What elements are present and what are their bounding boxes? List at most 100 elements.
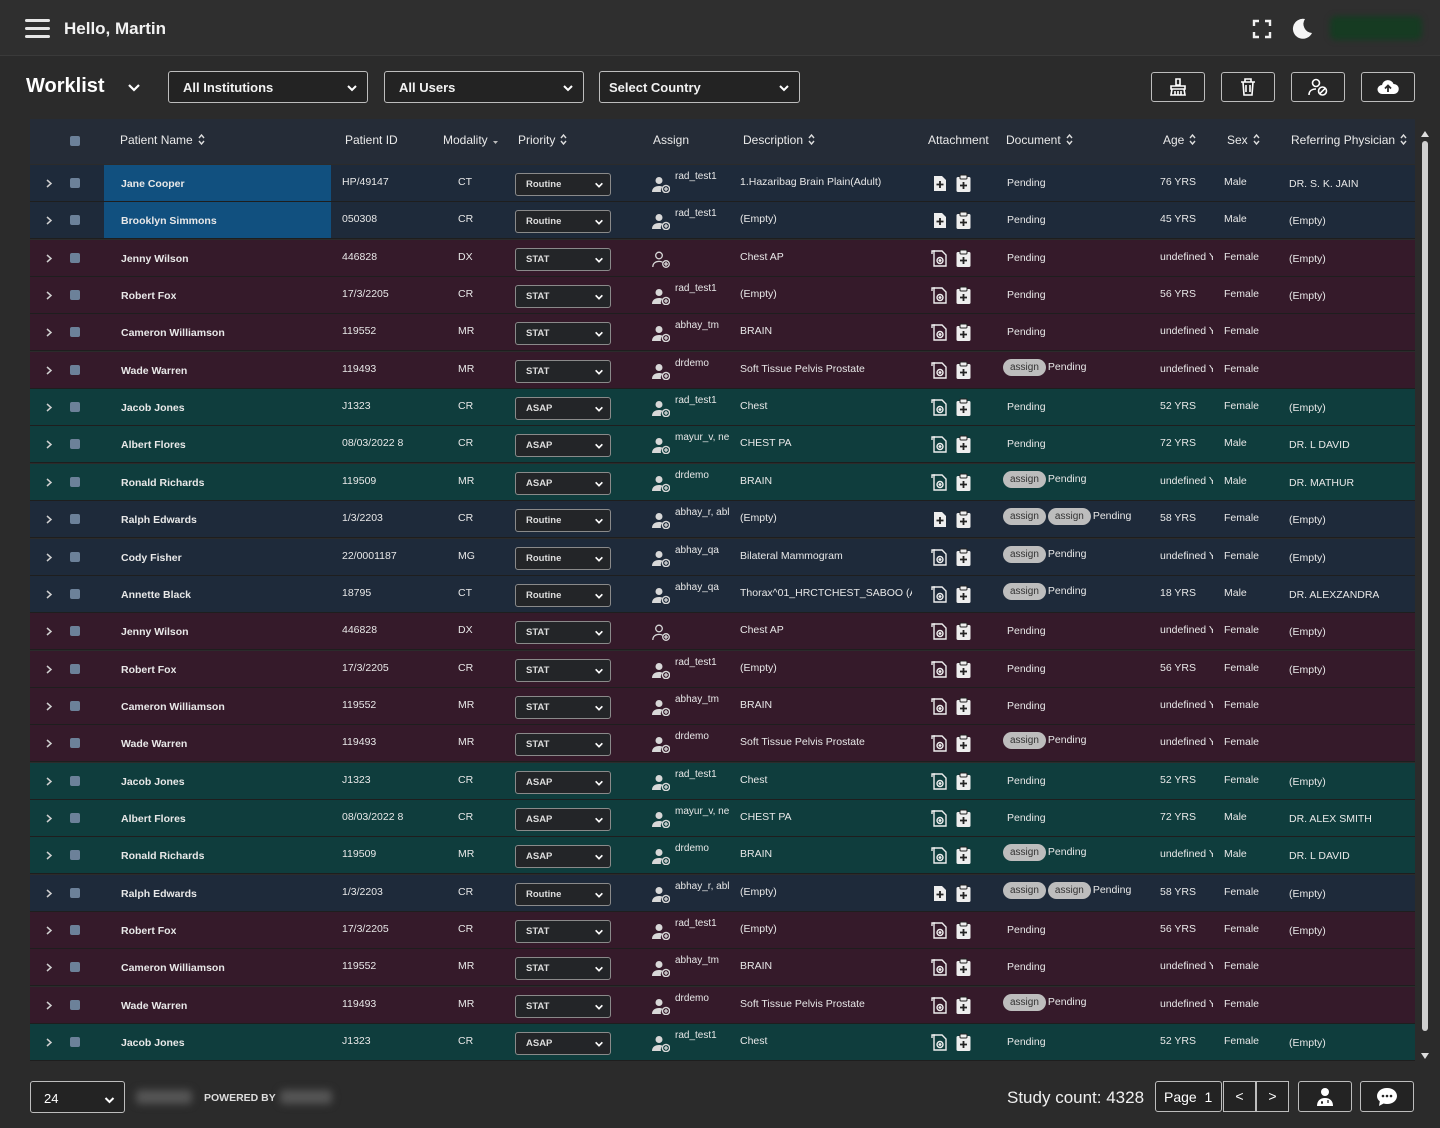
add-image-icon[interactable]: [931, 399, 948, 416]
clipboard-add-icon[interactable]: [955, 398, 972, 417]
clipboard-add-icon[interactable]: [955, 1033, 972, 1052]
expand-row-icon[interactable]: [45, 403, 53, 412]
table-row[interactable]: Cody Fisher 22/0001187 MG Routine abhay_qa Bi…: [30, 538, 1415, 576]
row-checkbox[interactable]: [70, 887, 80, 898]
patient-name[interactable]: Wade Warren: [121, 364, 188, 377]
prev-page-button[interactable]: <: [1223, 1081, 1256, 1112]
expand-row-icon[interactable]: [45, 1001, 53, 1010]
priority-select[interactable]: ASAP: [515, 397, 611, 421]
row-checkbox[interactable]: [70, 626, 80, 637]
col-sex[interactable]: Sex: [1227, 133, 1260, 147]
patient-name[interactable]: Jacob Jones: [121, 402, 185, 415]
add-image-icon[interactable]: [931, 772, 948, 790]
expand-row-icon[interactable]: [45, 515, 53, 524]
expand-row-icon[interactable]: [45, 1038, 53, 1047]
patient-name[interactable]: Cameron Williamson: [121, 962, 225, 975]
add-image-icon[interactable]: [931, 548, 948, 566]
priority-select[interactable]: STAT: [515, 957, 611, 981]
row-checkbox[interactable]: [70, 476, 80, 487]
clipboard-add-icon[interactable]: [955, 772, 972, 791]
expand-row-icon[interactable]: [45, 179, 53, 188]
expand-row-icon[interactable]: [45, 851, 53, 860]
account-button[interactable]: [1330, 16, 1422, 40]
clipboard-add-icon[interactable]: [955, 174, 972, 193]
expand-row-icon[interactable]: [45, 552, 53, 562]
row-checkbox[interactable]: [70, 514, 80, 525]
doctor-button[interactable]: [1298, 1081, 1352, 1112]
table-row[interactable]: Robert Fox 17/3/2205 CR STAT rad_test1 (Empty…: [30, 277, 1415, 315]
fullscreen-icon[interactable]: [1252, 19, 1272, 39]
assign-chip[interactable]: assign: [1003, 358, 1046, 376]
clipboard-add-icon[interactable]: [955, 996, 972, 1015]
row-checkbox[interactable]: [70, 700, 80, 711]
col-assign[interactable]: Assign: [653, 133, 690, 147]
priority-select[interactable]: STAT: [515, 695, 611, 719]
assign-user-icon[interactable]: [652, 587, 671, 605]
col-modality[interactable]: Modality: [443, 133, 498, 147]
add-image-icon[interactable]: [931, 474, 948, 491]
row-checkbox[interactable]: [70, 551, 80, 562]
row-checkbox[interactable]: [70, 999, 80, 1010]
add-file-icon[interactable]: [931, 511, 948, 528]
add-image-icon[interactable]: [931, 996, 948, 1014]
row-checkbox[interactable]: [70, 962, 80, 973]
assign-user-icon[interactable]: [652, 363, 671, 381]
assign-chip[interactable]: assign: [1003, 844, 1046, 862]
table-row[interactable]: Jacob Jones J1323 CR ASAP rad_test1 Chest Pend…: [30, 1024, 1415, 1062]
expand-row-icon[interactable]: [45, 328, 53, 337]
expand-row-icon[interactable]: [45, 889, 53, 898]
assign-chip[interactable]: assign: [1003, 732, 1046, 750]
priority-select[interactable]: STAT: [515, 359, 611, 383]
row-checkbox[interactable]: [70, 439, 80, 450]
clipboard-add-icon[interactable]: [955, 622, 972, 641]
table-row[interactable]: Wade Warren 119493 MR STAT drdemo Soft Tissue…: [30, 725, 1415, 763]
assign-chip[interactable]: assign: [1003, 508, 1046, 526]
add-image-icon[interactable]: [931, 847, 948, 864]
table-row[interactable]: Jacob Jones J1323 CR ASAP rad_test1 Chest Pend…: [30, 389, 1415, 427]
col-patient-id[interactable]: Patient ID: [345, 133, 398, 147]
priority-select[interactable]: Routine: [515, 173, 611, 196]
add-image-icon[interactable]: [931, 959, 948, 977]
table-row[interactable]: Wade Warren 119493 MR STAT drdemo Soft Tissue…: [30, 351, 1415, 389]
priority-select[interactable]: STAT: [515, 658, 611, 682]
add-image-icon[interactable]: [931, 324, 948, 342]
institutions-dropdown[interactable]: All Institutions: [168, 71, 368, 103]
expand-row-icon[interactable]: [45, 664, 53, 674]
add-image-icon[interactable]: [931, 623, 948, 640]
assign-user-icon[interactable]: [652, 176, 671, 194]
add-image-icon[interactable]: [931, 922, 948, 939]
cleanup-button[interactable]: [1151, 72, 1205, 102]
col-attachment[interactable]: Attachment: [928, 133, 989, 147]
expand-row-icon[interactable]: [45, 254, 53, 263]
assign-user-icon[interactable]: [652, 662, 671, 679]
table-row[interactable]: Jacob Jones J1323 CR ASAP rad_test1 Chest Pend…: [30, 762, 1415, 800]
assign-user-icon[interactable]: [652, 475, 671, 493]
table-row[interactable]: Cameron Williamson 119552 MR STAT abhay_tm BR…: [30, 687, 1415, 725]
col-description[interactable]: Description: [743, 133, 815, 147]
row-checkbox[interactable]: [70, 290, 80, 301]
patient-name[interactable]: Ralph Edwards: [121, 514, 197, 527]
patient-name[interactable]: Ronald Richards: [121, 476, 205, 489]
patient-name[interactable]: Robert Fox: [121, 663, 177, 676]
assign-user-icon[interactable]: [652, 736, 671, 754]
assign-user-icon[interactable]: [652, 923, 671, 941]
col-patient-name[interactable]: Patient Name: [120, 133, 205, 147]
assign-chip[interactable]: assign: [1003, 993, 1046, 1011]
priority-select[interactable]: STAT: [515, 285, 611, 309]
assign-user-icon[interactable]: [652, 886, 671, 903]
clipboard-add-icon[interactable]: [955, 921, 972, 940]
assign-user-icon[interactable]: [652, 774, 671, 791]
clipboard-add-icon[interactable]: [955, 435, 972, 454]
clipboard-add-icon[interactable]: [955, 884, 972, 903]
patient-name[interactable]: Cameron Williamson: [121, 700, 225, 713]
assign-chip[interactable]: assign: [1003, 470, 1046, 488]
patient-name[interactable]: Jenny Wilson: [121, 626, 189, 639]
add-image-icon[interactable]: [931, 436, 948, 454]
clipboard-add-icon[interactable]: [955, 585, 972, 604]
col-referring-physician[interactable]: Referring Physician: [1291, 133, 1407, 147]
patient-name[interactable]: Jacob Jones: [121, 775, 185, 788]
users-dropdown[interactable]: All Users: [384, 71, 584, 103]
delete-button[interactable]: [1221, 72, 1275, 102]
priority-select[interactable]: STAT: [515, 322, 611, 346]
table-row[interactable]: Wade Warren 119493 MR STAT drdemo Soft Tissue…: [30, 986, 1415, 1024]
